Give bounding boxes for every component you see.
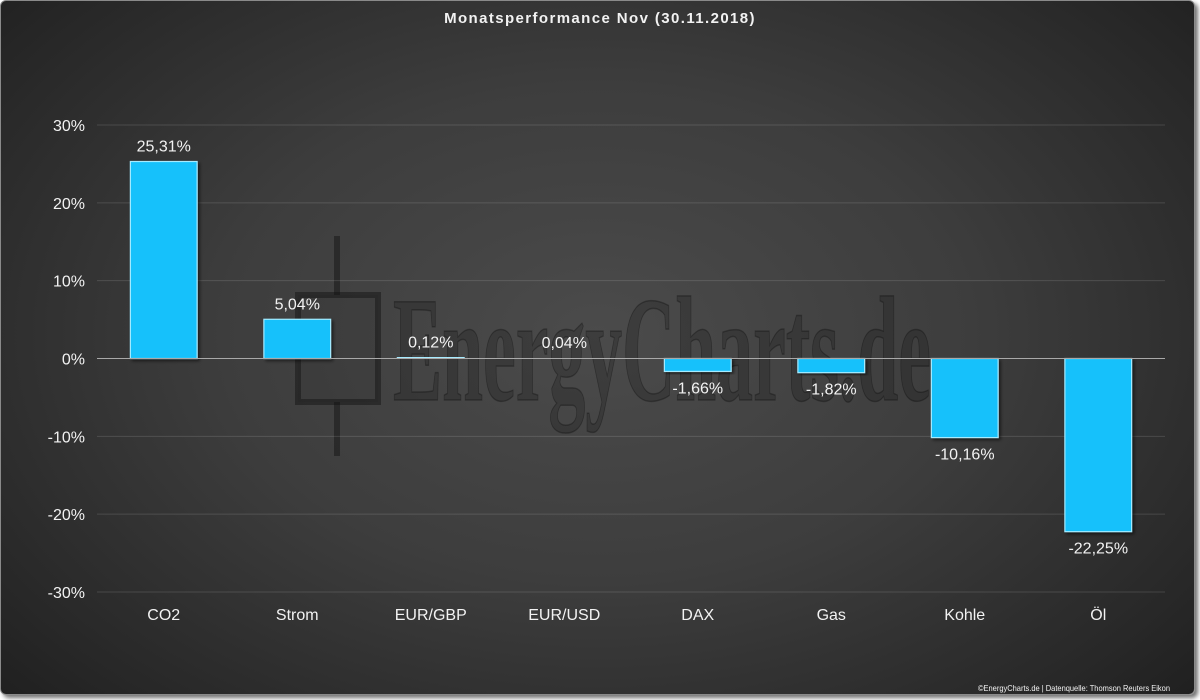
x-tick-label-dax: DAX	[681, 607, 714, 624]
bar-dax	[663, 357, 732, 373]
data-label-strom: 5,04%	[275, 296, 320, 313]
y-tick-label: -10%	[48, 429, 85, 446]
bar-co2	[129, 160, 198, 360]
x-tick-label-ol: Öl	[1090, 606, 1106, 624]
candlestick-logo-icon	[295, 236, 381, 456]
x-tick-label-eur-usd: EUR/USD	[528, 607, 600, 624]
bar-kohle	[930, 357, 999, 439]
x-tick-label-co2: CO2	[147, 607, 180, 624]
x-tick-label-gas: Gas	[817, 607, 846, 624]
y-tick-label: -30%	[48, 585, 85, 602]
data-label-dax: -1,66%	[672, 380, 723, 397]
data-label-co2: 25,31%	[137, 139, 191, 156]
x-tick-label-kohle: Kohle	[944, 607, 985, 624]
data-labels: 25,31% 5,04% 0,12% 0,04% -1,66% -1,82% -10,16%…	[137, 139, 1128, 558]
y-tick-label: 10%	[53, 274, 85, 291]
chart-title: Monatsperformance Nov (30.11.2018)	[444, 10, 756, 27]
data-label-kohle: -10,16%	[935, 447, 995, 464]
x-axis: CO2 Strom EUR/GBP EUR/USD DAX Gas Kohle Öl	[147, 606, 1106, 624]
x-tick-label-strom: Strom	[276, 607, 319, 624]
data-label-eur-usd: 0,04%	[542, 335, 587, 352]
y-tick-label: 30%	[53, 118, 85, 135]
source-credit: ©EnergyCharts.de | Datenquelle: Thomson …	[978, 683, 1170, 693]
bar-strom	[263, 318, 332, 360]
data-label-gas: -1,82%	[806, 382, 857, 399]
data-label-eur-gbp: 0,12%	[408, 335, 453, 352]
y-tick-label: 20%	[53, 196, 85, 213]
watermark-text: EnergyCharts.de	[393, 267, 931, 433]
watermark: EnergyCharts.de	[295, 236, 932, 456]
y-tick-label: 0%	[62, 352, 85, 369]
x-tick-label-eur-gbp: EUR/GBP	[395, 607, 467, 624]
y-axis: 30% 20% 10% 0% -10% -20% -30%	[48, 118, 85, 602]
bar-gas	[797, 357, 866, 374]
data-label-ol: -22,25%	[1068, 541, 1128, 558]
y-tick-label: -20%	[48, 507, 85, 524]
bar-ol	[1064, 357, 1133, 533]
